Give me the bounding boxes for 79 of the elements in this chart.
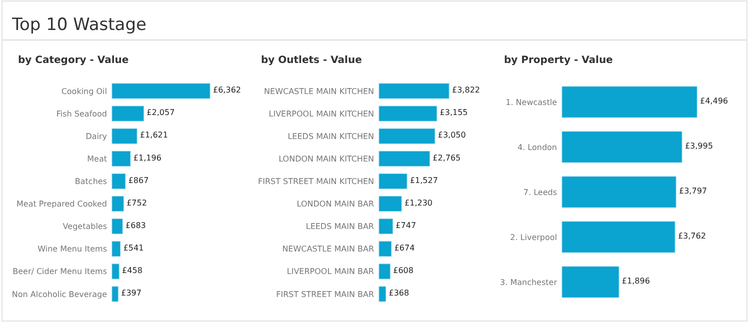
bar xyxy=(562,176,676,208)
data-label: £368 xyxy=(388,288,410,298)
bar xyxy=(112,173,126,189)
data-label: £3,155 xyxy=(440,108,468,118)
y-tick-label: 7. Leeds xyxy=(523,188,557,197)
data-label: £683 xyxy=(126,220,146,230)
bar xyxy=(378,150,430,166)
bar xyxy=(112,241,121,257)
data-label: £6,362 xyxy=(213,86,241,95)
bar xyxy=(378,106,438,122)
bar xyxy=(378,264,390,280)
bar xyxy=(562,221,676,253)
data-label: £1,230 xyxy=(404,198,433,208)
y-tick-label: LIVERPOOL MAIN KITCHEN xyxy=(268,109,374,118)
y-tick-label: Meat xyxy=(87,154,107,164)
bar xyxy=(112,128,138,144)
y-tick-label: 2. Liverpool xyxy=(510,232,557,242)
y-tick-label: Cooking Oil xyxy=(61,86,107,96)
y-tick-label: LONDON MAIN KITCHEN xyxy=(278,154,374,164)
data-label: £3,822 xyxy=(452,86,480,95)
data-label: £1,896 xyxy=(622,276,650,286)
y-tick-label: LEEDS MAIN KITCHEN xyxy=(288,132,374,141)
y-tick-label: 3. Manchester xyxy=(500,278,558,287)
chart-title: by Property - Value xyxy=(504,55,614,66)
bar xyxy=(112,196,124,212)
bar xyxy=(378,83,450,99)
data-label: £3,797 xyxy=(679,186,708,196)
data-label: £4,496 xyxy=(700,96,728,106)
bar xyxy=(112,218,123,234)
bar xyxy=(112,264,120,280)
data-label: £752 xyxy=(126,198,147,208)
y-tick-label: LONDON MAIN BAR xyxy=(296,200,374,209)
y-tick-label: Batches xyxy=(74,177,107,186)
data-label: £3,050 xyxy=(438,130,466,140)
y-tick-label: FIRST STREET MAIN BAR xyxy=(276,290,374,299)
bar xyxy=(112,286,118,302)
text: Top 10 Wastage xyxy=(11,15,146,35)
data-label: £608 xyxy=(393,266,414,276)
data-label: £674 xyxy=(394,243,415,252)
y-tick-label: Fish Seafood xyxy=(56,109,107,118)
y-tick-label: Non Alcoholic Beverage xyxy=(12,290,108,299)
chart-title: by Category - Value xyxy=(18,55,129,66)
bar xyxy=(378,241,392,257)
y-tick-label: LEEDS MAIN BAR xyxy=(306,222,374,232)
data-label: £1,621 xyxy=(140,130,168,140)
y-tick-label: Vegetables xyxy=(62,222,107,232)
data-label: £747 xyxy=(396,220,416,230)
data-label: £541 xyxy=(123,243,144,252)
bar xyxy=(378,196,402,212)
bar xyxy=(562,86,698,118)
data-label: £1,527 xyxy=(410,176,438,185)
y-tick-label: NEWCASTLE MAIN KITCHEN xyxy=(264,86,374,96)
bar xyxy=(378,128,436,144)
y-tick-label: Meat Prepared Cooked xyxy=(16,200,107,209)
y-tick-label: Beer/ Cider Menu Items xyxy=(12,267,107,276)
data-label: £3,995 xyxy=(684,142,713,151)
data-label: £2,057 xyxy=(146,108,175,118)
bar xyxy=(112,150,131,166)
y-tick-label: Dairy xyxy=(86,132,108,141)
data-label: £1,196 xyxy=(133,153,162,162)
bar xyxy=(378,173,408,189)
y-tick-label: Wine Menu Items xyxy=(38,244,107,254)
bar xyxy=(378,286,386,302)
bar xyxy=(562,266,620,298)
data-label: £458 xyxy=(122,266,142,276)
y-tick-label: 4. London xyxy=(518,142,557,152)
chart-title: by Outlets - Value xyxy=(261,55,362,66)
bar xyxy=(112,106,144,122)
y-tick-label: LIVERPOOL MAIN BAR xyxy=(286,267,374,276)
y-tick-label: 1. Newcastle xyxy=(506,98,558,107)
bar xyxy=(562,131,682,163)
data-label: £397 xyxy=(121,288,142,298)
data-label: £867 xyxy=(128,176,149,185)
y-tick-label: NEWCASTLE MAIN BAR xyxy=(282,244,374,254)
data-label: £3,762 xyxy=(678,232,706,241)
data-label: £2,765 xyxy=(432,153,461,162)
y-tick-label: FIRST STREET MAIN KITCHEN xyxy=(258,177,374,186)
bar xyxy=(112,83,210,99)
bar xyxy=(378,218,393,234)
